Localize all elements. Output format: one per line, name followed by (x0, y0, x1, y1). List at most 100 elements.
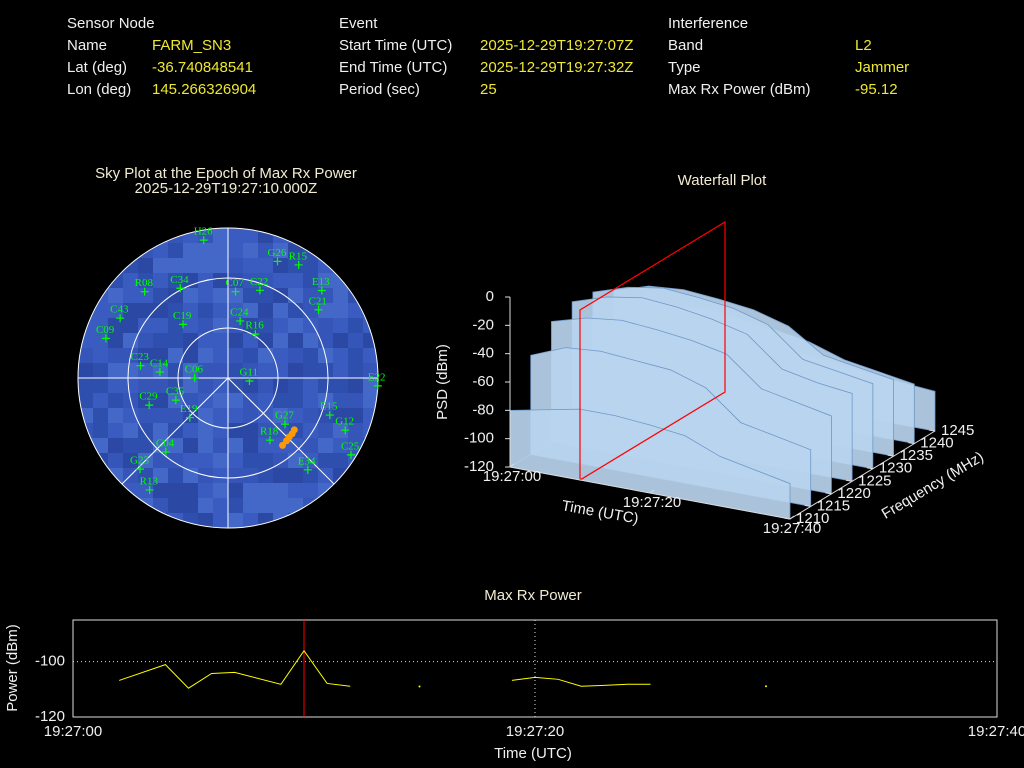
sky-cell (273, 468, 288, 483)
sky-cell (228, 393, 243, 408)
sky-cell (333, 393, 348, 408)
satellite (101, 334, 110, 343)
sky-cell (213, 363, 228, 378)
sky-cell (333, 423, 348, 438)
z-tick-label: -60 (472, 373, 494, 390)
sky-cell (108, 288, 123, 303)
sky-cell (153, 348, 168, 363)
sky-cell (288, 483, 303, 498)
satellite (140, 287, 149, 296)
sky-cell (258, 438, 273, 453)
sky-cell (333, 348, 348, 363)
sky-cell (93, 318, 108, 333)
sky-cell (303, 318, 318, 333)
sky-cell (123, 378, 138, 393)
sky-cell (138, 423, 153, 438)
sky-cell (303, 378, 318, 393)
sky-cell (198, 288, 213, 303)
sky-cell (258, 333, 273, 348)
sky-cell (348, 318, 363, 333)
sky-cell (318, 453, 333, 468)
satellite (199, 236, 208, 245)
sky-cell (243, 423, 258, 438)
sky-cell (213, 333, 228, 348)
sky-cell (243, 513, 258, 528)
sky-cell (348, 333, 363, 348)
sky-cell (78, 393, 93, 408)
sky-cell (213, 258, 228, 273)
sky-cell (258, 378, 273, 393)
sky-cell (168, 273, 183, 288)
sky-cell (108, 423, 123, 438)
sky-cell (183, 258, 198, 273)
chart-title: Max Rx Power (484, 587, 582, 604)
sky-cell (213, 318, 228, 333)
y-tick (908, 442, 915, 445)
sky-cell (288, 273, 303, 288)
field-value: L2 (855, 37, 872, 54)
sky-cell (258, 363, 273, 378)
sky-cell (93, 333, 108, 348)
x-axis-label: Time (UTC) (494, 745, 572, 762)
sky-cell (348, 363, 363, 378)
sky-cell (303, 408, 318, 423)
y-tick (928, 429, 936, 432)
sky-cell (123, 363, 138, 378)
sky-cell (288, 348, 303, 363)
sky-cell (228, 468, 243, 483)
chart-subtitle: 2025-12-29T19:27:10.000Z (135, 180, 318, 197)
sky-cell (198, 438, 213, 453)
y-tick (846, 479, 853, 482)
sky-cell (258, 288, 273, 303)
sky-cell (213, 483, 228, 498)
sky-cell (198, 498, 213, 513)
sky-cell (348, 393, 363, 408)
sky-cell (198, 303, 213, 318)
sky-cell (153, 243, 168, 258)
data-point (418, 685, 421, 688)
sky-cell (123, 453, 138, 468)
sky-cell (78, 348, 93, 363)
sky-cell (333, 288, 348, 303)
sky-cell (198, 483, 213, 498)
sky-cell (168, 243, 183, 258)
sky-cell (183, 483, 198, 498)
z-tick-label: 0 (486, 288, 494, 305)
x-tick-label: 19:27:00 (44, 723, 102, 740)
sky-cell (348, 303, 363, 318)
sky-cell (183, 318, 198, 333)
sky-cell (93, 393, 108, 408)
sky-cell (303, 303, 318, 318)
z-tick-label: -80 (472, 401, 494, 418)
sky-cell (303, 438, 318, 453)
field-value: Jammer (855, 59, 909, 76)
satellite (116, 314, 125, 323)
sky-cell (213, 228, 228, 243)
sky-cell (258, 258, 273, 273)
sky-cell (153, 498, 168, 513)
sky-cell (183, 393, 198, 408)
sky-cell (273, 348, 288, 363)
sky-cell (183, 333, 198, 348)
y-tick-label: 1210 (796, 510, 829, 527)
satellite-label: E13 (312, 276, 330, 288)
sky-cell (258, 318, 273, 333)
field-value: 2025-12-29T19:27:07Z (480, 37, 633, 54)
sky-cell (213, 438, 228, 453)
sky-cell (258, 423, 273, 438)
sky-cell (288, 498, 303, 513)
sky-cell (213, 513, 228, 528)
field-value: 2025-12-29T19:27:32Z (480, 59, 633, 76)
sky-cell (93, 408, 108, 423)
x-tick (789, 515, 795, 520)
sky-cell (153, 318, 168, 333)
sky-cell (258, 348, 273, 363)
satellite-label: E15 (320, 401, 338, 413)
sky-cell (138, 273, 153, 288)
satellite-label: C35 (166, 386, 185, 398)
sky-cell (153, 483, 168, 498)
satellite-label: R08 (135, 277, 154, 289)
satellite (171, 396, 180, 405)
sky-cell (348, 423, 363, 438)
